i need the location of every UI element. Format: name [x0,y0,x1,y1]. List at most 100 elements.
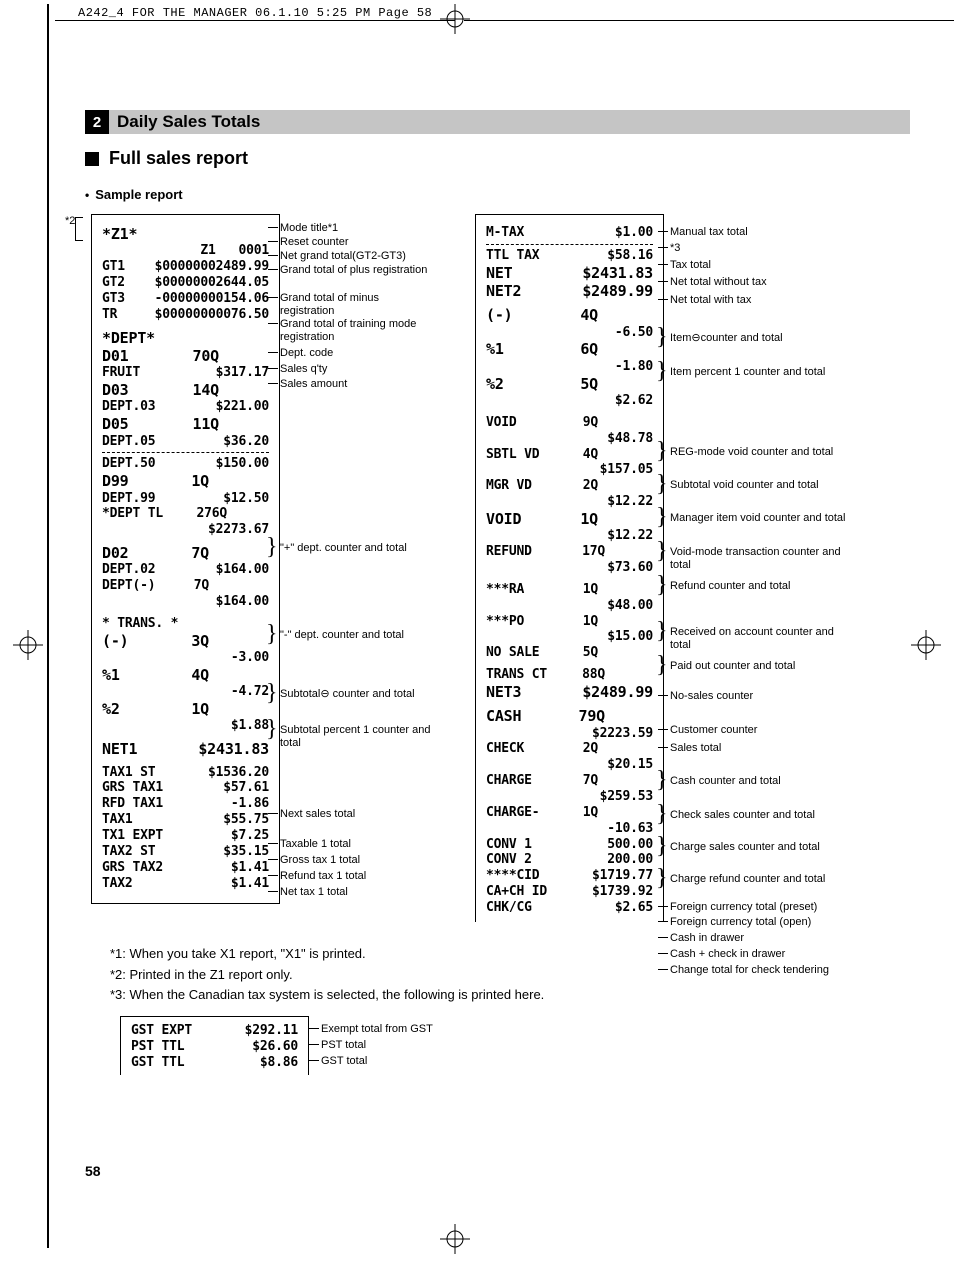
ttltax-value: $58.16 [607,248,653,264]
anno-chkcg: Change total for check tendering [670,964,829,977]
trans-label: * TRANS. * [102,616,178,632]
charge-qty: 7Q [583,773,653,789]
crop-mark-bottom-icon [440,1224,470,1254]
anno-conv1: Foreign currency total (preset) [670,901,817,914]
anno-dept-code: Dept. code [280,347,333,360]
pct2-value: $1.88 [231,718,269,734]
depttl-qty: 276Q [196,506,269,522]
depttl-label: *DEPT TL [102,506,163,522]
transct-label: TRANS CT [486,667,547,683]
cash-label: CASH [486,707,521,725]
sbtlvd-label: SBTL VD [486,447,539,463]
anno-custcount: Customer counter [670,724,757,737]
gst-annotations: Exempt total from GST PST total GST tota… [315,1016,515,1075]
rfdtax1-value: -1.86 [231,796,269,812]
d99-value: 1Q [191,472,269,490]
dept03-label: DEPT.03 [102,399,155,415]
anno-mode-title: Mode title*1 [280,222,338,235]
d01-label: D01 [102,347,129,365]
anno-plus-dept: }"+" dept. counter and total [280,542,407,555]
tax2st-value: $35.15 [223,844,269,860]
anno-net-tax: Net total with tax [670,294,751,307]
conv2-value: 200.00 [607,852,653,868]
dept50-value: $150.00 [216,456,269,472]
anno-cash: }Cash counter and total [670,775,781,788]
anno-next-sales: Next sales total [280,808,355,821]
r-pct2-qty: 5Q [580,375,653,393]
anno-sbtl-void: }Subtotal void counter and total [670,479,819,492]
anno-gt-training: Grand total of training mode registratio… [280,318,435,343]
page-number: 58 [85,1163,101,1179]
grstax1-value: $57.61 [223,780,269,796]
receipt-left: *Z1* Z1 0001 GT1$00000002489.99 GT2$0000… [91,214,280,904]
anno-nosale: No-sales counter [670,690,753,703]
anno-pst-total: PST total [321,1039,366,1052]
pstttl-value: $26.60 [252,1039,298,1055]
anno-mtax: Manual tax total [670,226,748,239]
grstax2-value: $1.41 [231,860,269,876]
r-minus-qty: 4Q [580,306,653,324]
mtax-value: $1.00 [615,225,653,241]
anno-charge: }Charge sales counter and total [670,841,820,854]
void2-label: VOID [486,510,521,528]
r-minus-value: -6.50 [615,325,653,341]
pct2-qty: 1Q [191,700,269,718]
tr-value: $00000000076.50 [155,307,269,323]
fruit-label: FRUIT [102,365,140,381]
tr-label: TR [102,307,117,323]
d03-label: D03 [102,381,129,399]
z1-label: *Z1* [102,225,137,243]
transct-value: 88Q [582,667,653,683]
tax2-value: $1.41 [231,876,269,892]
anno-gt-plus: Grand total of plus registration [280,264,427,277]
pstttl-label: PST TTL [131,1039,184,1055]
chkcg-label: CHK/CG [486,900,532,916]
conv2-label: CONV 2 [486,852,532,868]
anno-minus-dept: }"-" dept. counter and total [280,629,404,642]
dept02-label: DEPT.02 [102,562,155,578]
anno-sales-amt: Sales amount [280,378,347,391]
refund-value: $73.60 [607,560,653,576]
dept99-label: DEPT.99 [102,491,155,507]
sbtlvd-qty: 4Q [583,447,653,463]
anno-net-gt: Net grand total(GT2-GT3) [280,250,406,263]
anno-sub-pct1: }Subtotal percent 1 counter and total [280,724,435,749]
footnote-1: *1: When you take X1 report, "X1" is pri… [110,944,910,965]
net-value: $2431.83 [582,264,653,282]
cash-qty: 79Q [579,707,654,725]
depttl-value: $2273.67 [208,522,269,538]
anno-conv2: Foreign currency total (open) [670,916,811,929]
anno-check: }Check sales counter and total [670,809,815,822]
grstax1-label: GRS TAX1 [102,780,163,796]
deptminus-value: $164.00 [216,594,269,610]
anno-refund1: Refund tax 1 total [280,870,366,883]
chargem-qty: 1Q [583,805,653,821]
d99-label: D99 [102,472,129,490]
mgrvd-label: MGR VD [486,478,532,494]
tax1-label: TAX1 [102,812,133,828]
void2-value: $12.22 [607,528,653,544]
gt3-label: GT3 [102,291,125,307]
conv1-value: 500.00 [607,837,653,853]
deptminus-label: DEPT(-) [102,578,155,594]
d05-value: 11Q [193,415,270,433]
check-value: $20.15 [607,757,653,773]
check-label: CHECK [486,741,524,757]
sbtlvd-value: $157.05 [600,462,653,478]
tax2-label: TAX2 [102,876,133,892]
gt3-value: -00000000154.06 [155,291,269,307]
gstttl-label: GST TTL [131,1055,184,1071]
net2-label: NET2 [486,282,521,300]
section-header: 2 Daily Sales Totals [85,110,910,134]
void-value: $48.78 [607,431,653,447]
tax1-value: $55.75 [223,812,269,828]
chargem-label: CHARGE- [486,805,539,821]
anno-taxable1: Taxable 1 total [280,838,351,851]
r-pct2-label: %2 [486,375,504,393]
header-rule-2 [464,20,954,21]
crop-header: A242_4 FOR THE MANAGER 06.1.10 5:25 PM P… [78,6,432,20]
subsection-header: Full sales report [85,148,910,169]
anno-mgr-void: }Manager item void counter and total [670,512,846,525]
d02-label: D02 [102,544,129,562]
po-value: $15.00 [607,629,653,645]
